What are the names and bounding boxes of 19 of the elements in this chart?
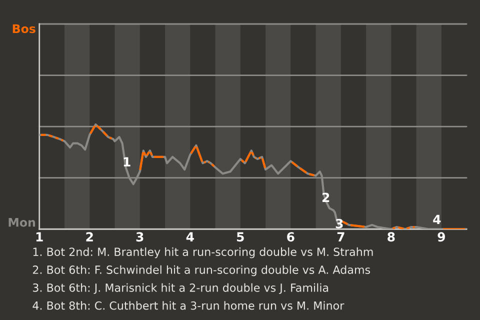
text: 2. Bot 6th: F. Schwindel hit a run-scoring double vs A. Adams (32, 265, 370, 276)
x-tick-label: 2 (86, 232, 93, 242)
x-tick-label: 4 (186, 232, 194, 242)
text: Bos (12, 24, 36, 34)
text: 4. Bot 8th: C. Cuthbert hit a 3-run home run vs M. Minor (32, 301, 344, 310)
x-tick-label: 9 (438, 232, 445, 242)
x-tick-label: 3 (136, 232, 144, 242)
x-tick-label: 7 (337, 232, 344, 242)
annotation: 3 (336, 218, 343, 228)
text: 1. Bot 2nd: M. Brantley hit a run-scoring double vs M. Strahm (33, 247, 373, 258)
annotation: 1 (124, 157, 130, 166)
x-tick-label: 8 (388, 232, 395, 242)
x-tick-label: 6 (287, 232, 294, 242)
annotation: 4 (433, 214, 441, 224)
text: Mon (8, 218, 36, 227)
text: 3. Bot 6th: J. Marisnick hit a 2-run double vs J. Familia (33, 283, 328, 294)
x-tick-label: 1 (36, 232, 43, 242)
x-tick-label: 5 (237, 232, 244, 242)
annotation: 2 (322, 192, 330, 202)
